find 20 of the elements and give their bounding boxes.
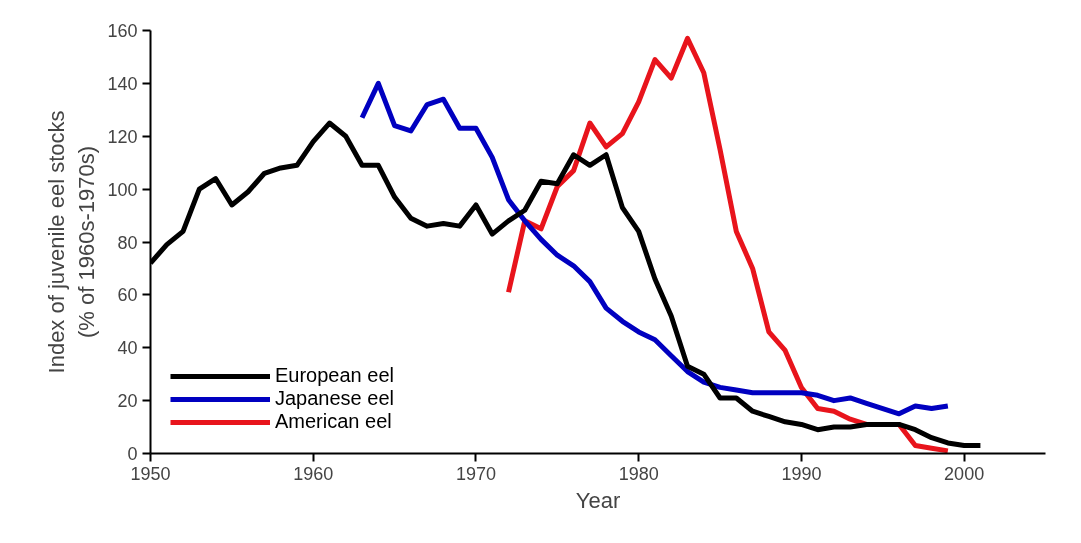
x-axis-title: Year	[575, 487, 621, 513]
y-tick-label: 140	[107, 73, 138, 94]
y-tick-label: 100	[107, 179, 138, 200]
x-tick-label: 1960	[293, 463, 334, 484]
y-tick-label: 60	[117, 285, 138, 306]
y-tick-label: 20	[117, 391, 138, 412]
x-tick-label: 1990	[781, 463, 822, 484]
legend-label: European eel	[275, 364, 394, 387]
y-tick-label: 160	[107, 21, 138, 41]
y-tick-label: 40	[117, 338, 138, 359]
x-tick-label: 2000	[944, 463, 985, 484]
x-tick-label: 1950	[130, 463, 171, 484]
y-tick-label: 120	[107, 126, 138, 147]
y-tick-label: 0	[127, 444, 138, 464]
legend-label: Japanese eel	[275, 387, 394, 410]
legend-label: American eel	[275, 410, 392, 433]
y-tick-label: 80	[117, 232, 138, 253]
y-axis-title: Index of juvenile eel stocks (% of 1960s-1970s)	[44, 110, 100, 374]
x-tick-label: 1980	[618, 463, 659, 484]
x-tick-label: 1970	[455, 463, 496, 484]
